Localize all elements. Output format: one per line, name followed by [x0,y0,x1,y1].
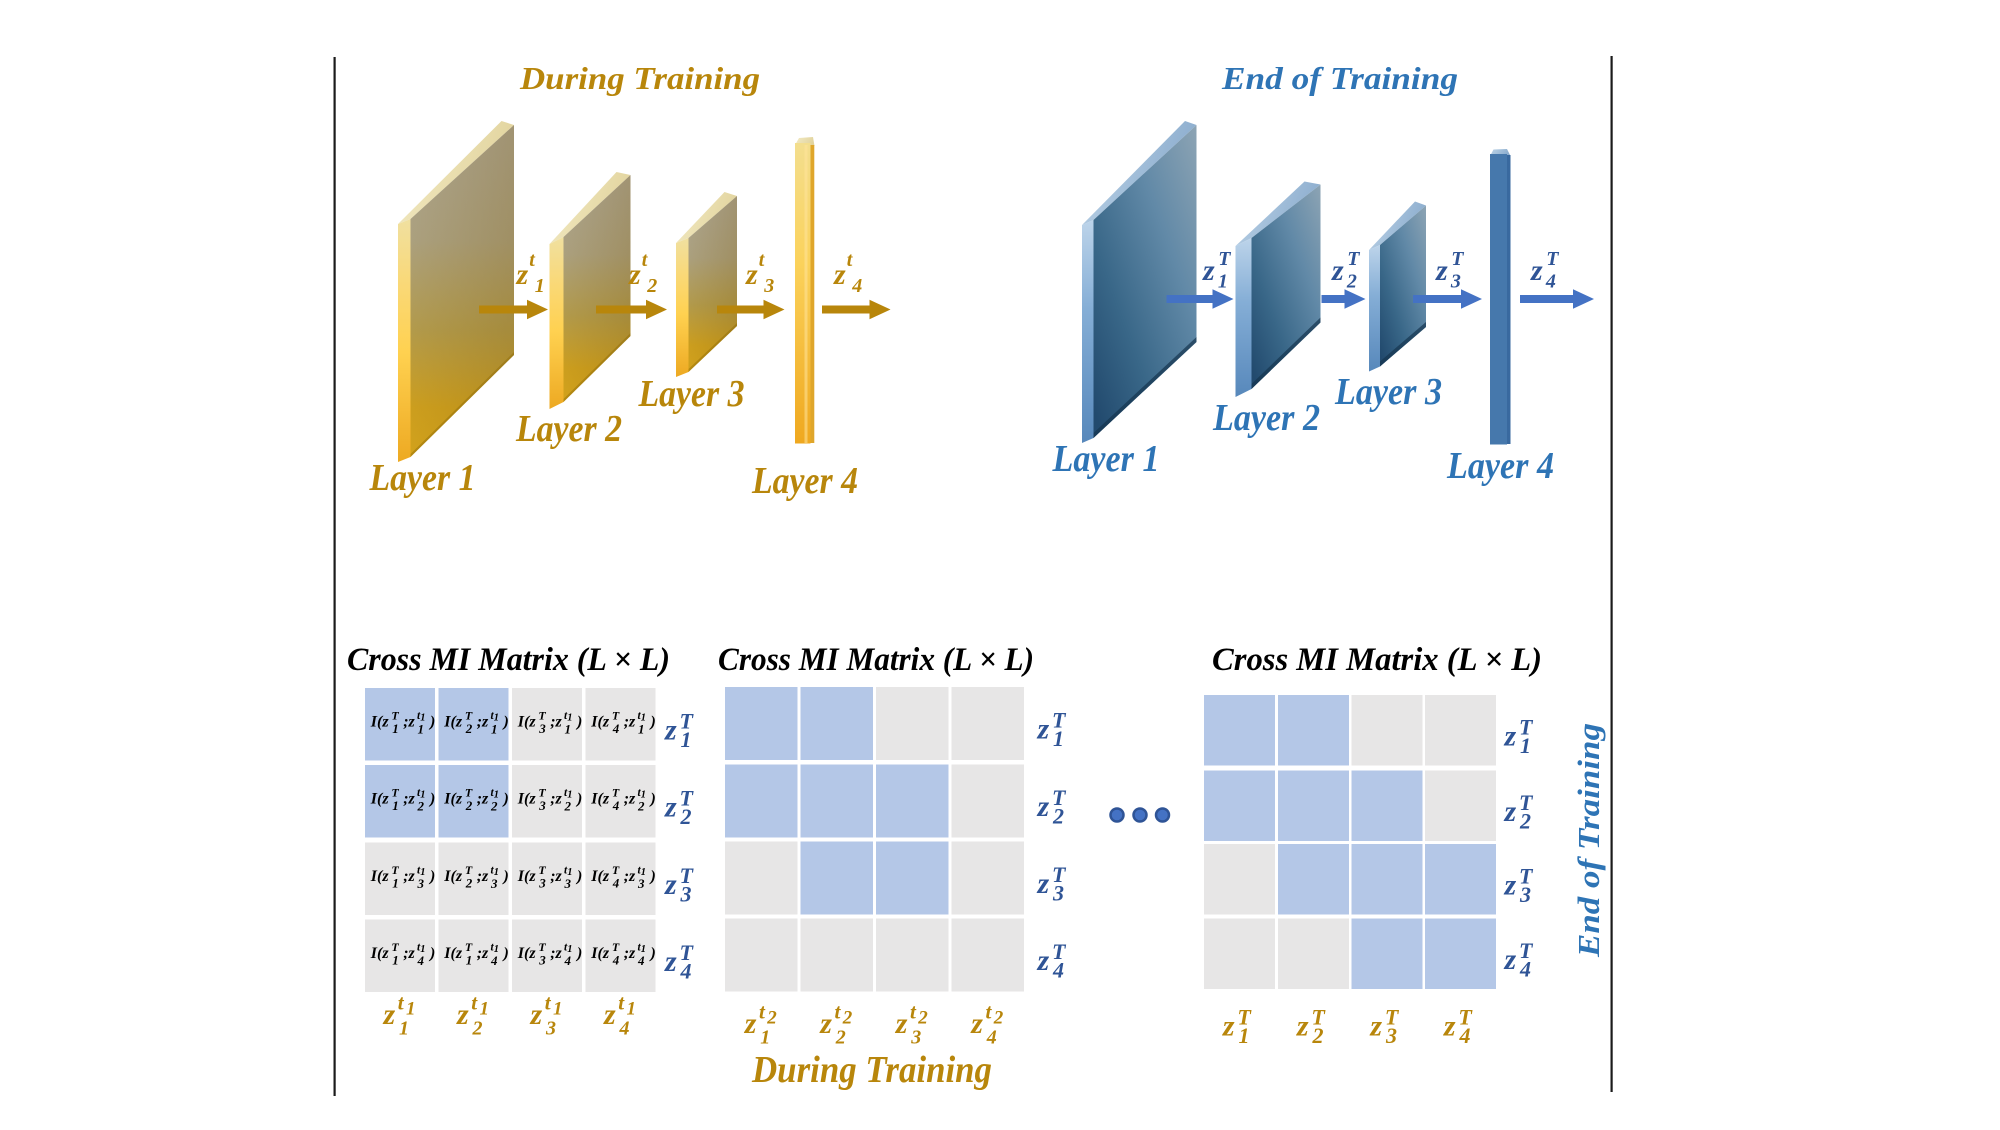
svg-text:Layer 1: Layer 1 [1052,438,1160,480]
svg-text:zT4: zT4 [1037,939,1067,983]
svg-text:Layer 2: Layer 2 [1212,397,1320,439]
svg-text:zT3: zT3 [1504,863,1534,907]
svg-text:zT1: zT1 [1037,708,1067,752]
svg-text:Cross MI Matrix (L × L): Cross MI Matrix (L × L) [718,642,1034,678]
svg-text:End of Training: End of Training [1221,60,1458,96]
svg-text:End of Training: End of Training [1571,723,1606,958]
svg-text:Layer 4: Layer 4 [1446,445,1554,487]
svg-text:During Training: During Training [519,60,760,96]
svg-text:Layer 2: Layer 2 [515,408,622,450]
svg-text:Cross MI Matrix (L × L): Cross MI Matrix (L × L) [1212,642,1542,678]
svg-text:During Training: During Training [751,1049,992,1091]
svg-text:Layer 4: Layer 4 [751,460,858,502]
svg-text:Layer 3: Layer 3 [1334,371,1442,413]
svg-text:Layer 1: Layer 1 [369,457,476,499]
svg-text:Cross MI Matrix (L × L): Cross MI Matrix (L × L) [347,642,670,678]
svg-text:Layer 3: Layer 3 [638,373,745,415]
